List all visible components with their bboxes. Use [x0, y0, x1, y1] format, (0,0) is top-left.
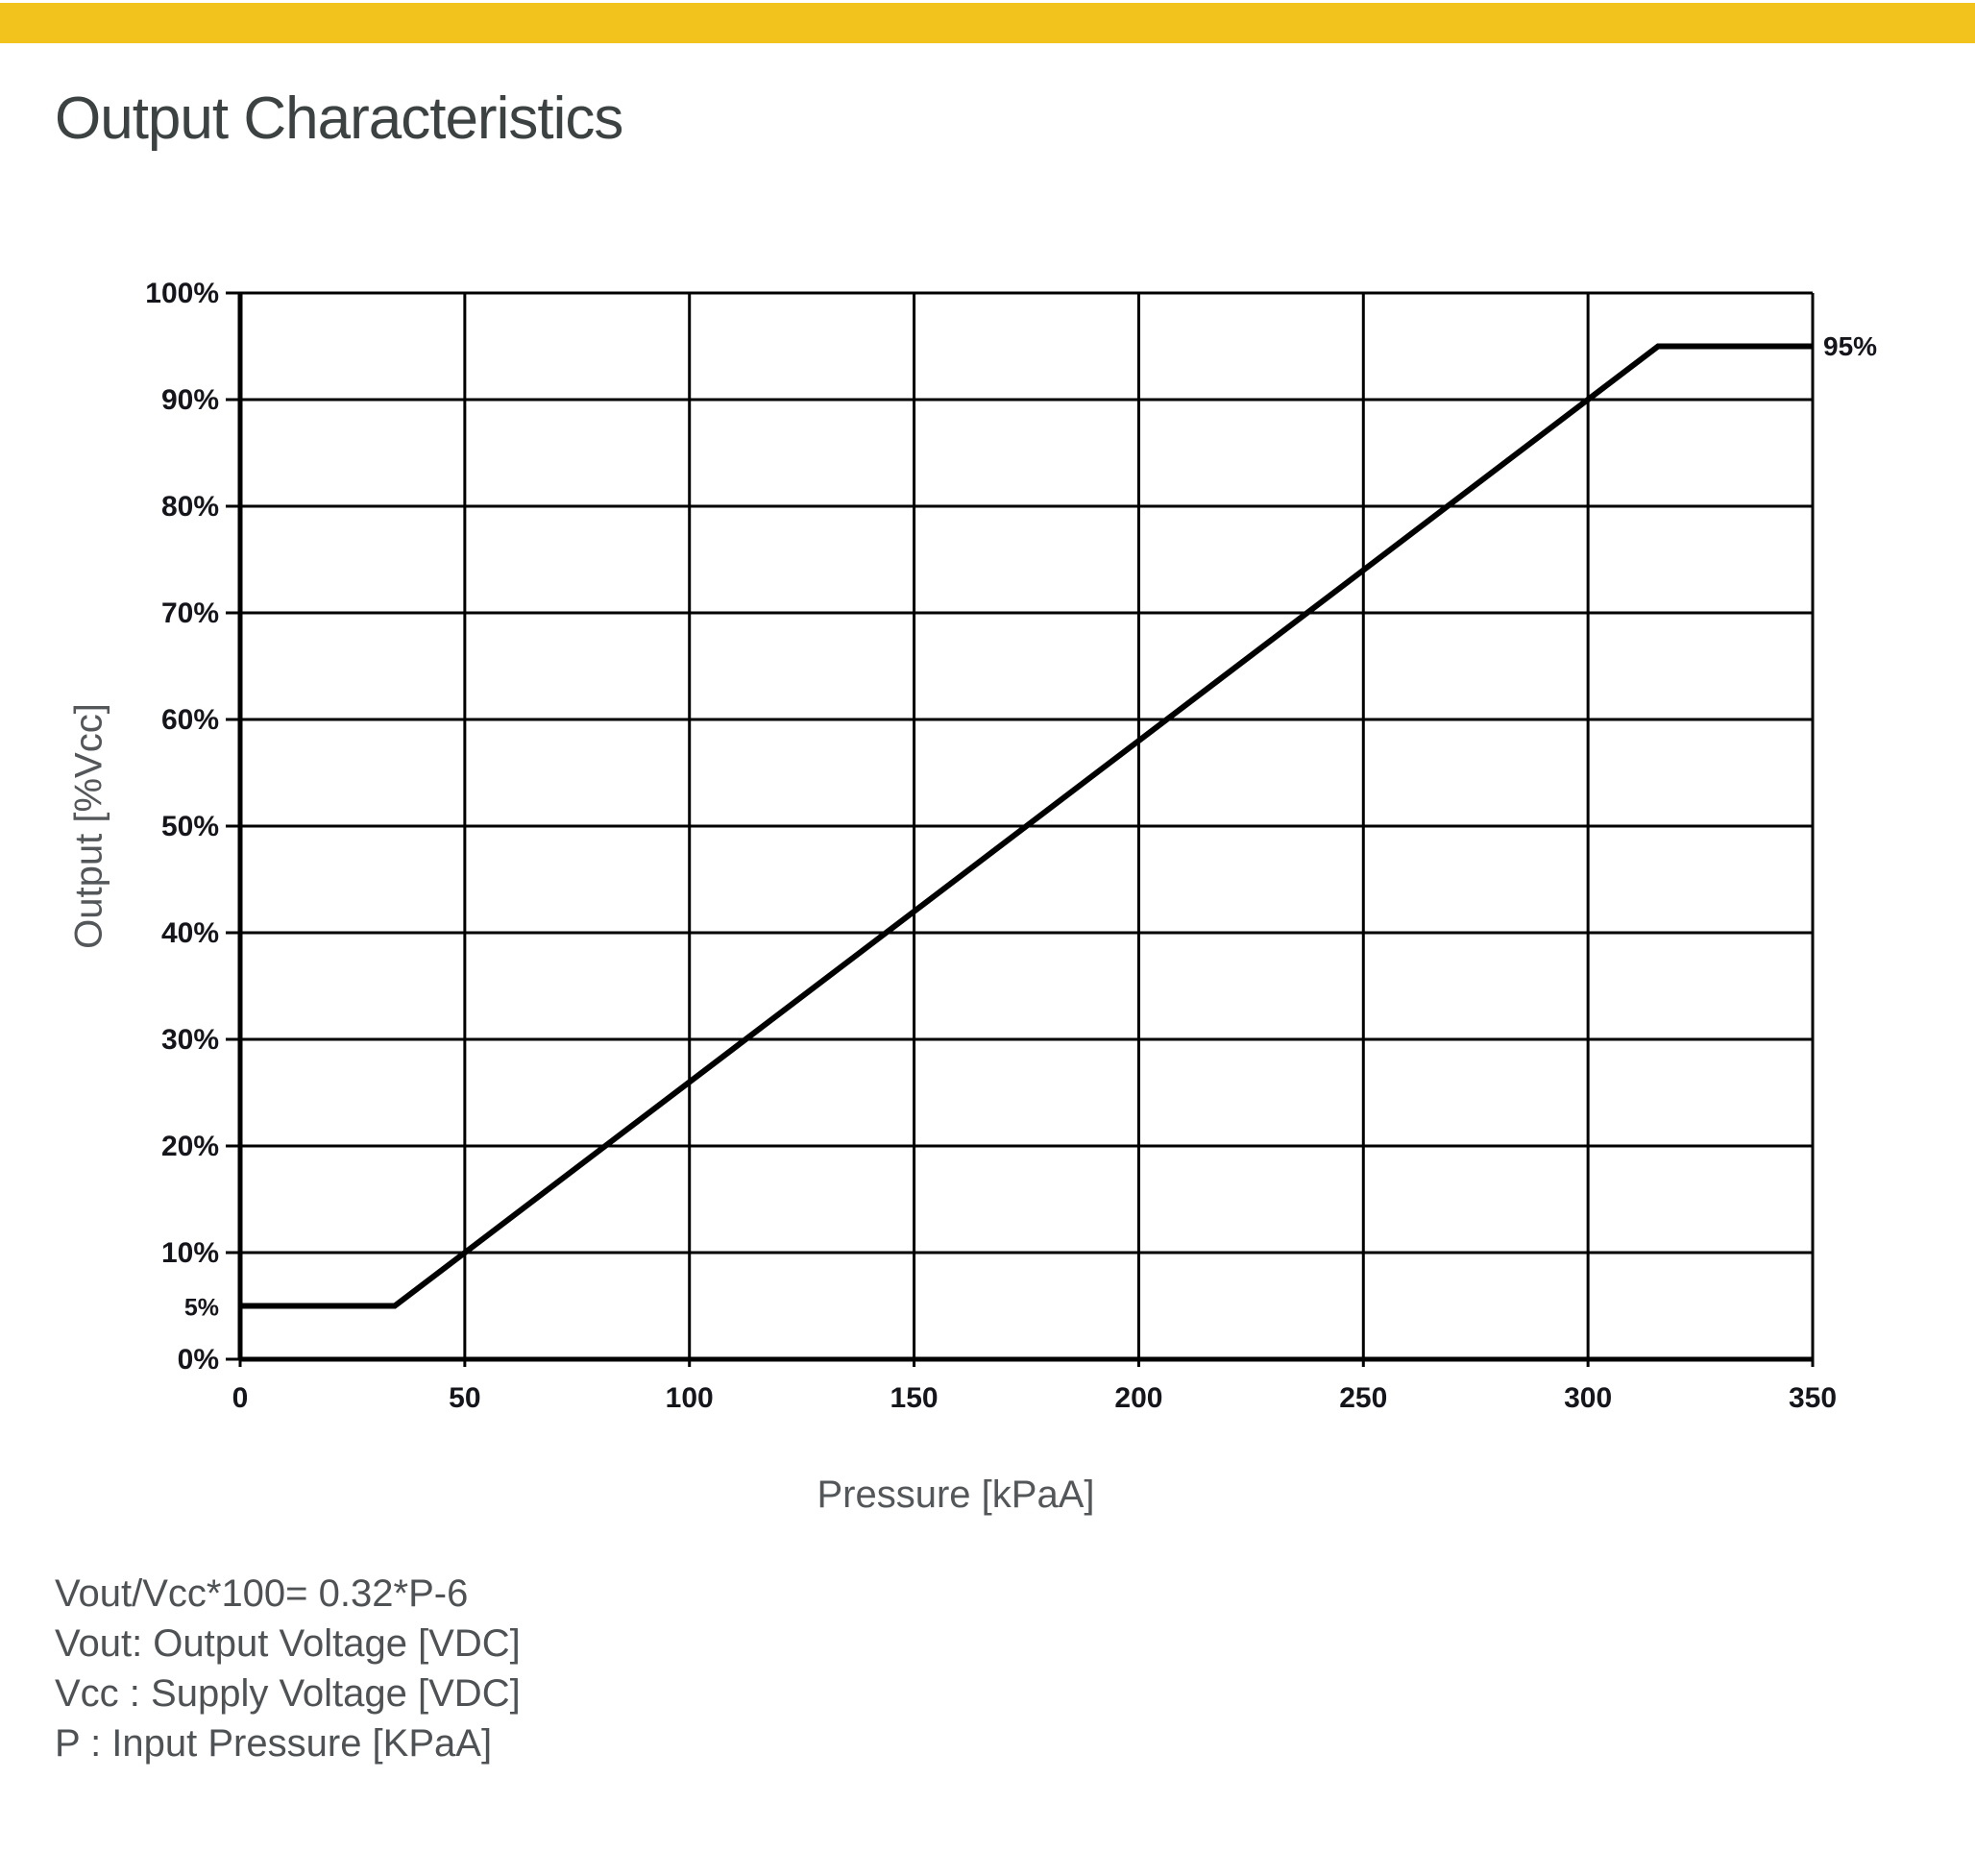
note-line-pressure: P : Input Pressure [KPaA] [55, 1722, 493, 1765]
note-line-equation: Vout/Vcc*100= 0.32*P-6 [55, 1572, 469, 1615]
y-tick-label: 90% [161, 384, 219, 416]
x-tick-label: 50 [449, 1382, 480, 1414]
y-tick-label: 40% [161, 917, 219, 949]
x-tick-label: 300 [1564, 1382, 1612, 1414]
y-tick-label: 50% [161, 811, 219, 842]
x-tick-label: 350 [1789, 1382, 1837, 1414]
x-tick-label: 200 [1114, 1382, 1162, 1414]
y-tick-label: 80% [161, 491, 219, 523]
equation-notes-block: Vout/Vcc*100= 0.32*P-6 Vout: Output Volt… [55, 1569, 521, 1768]
x-tick-label: 150 [890, 1382, 939, 1414]
y-tick-label: 10% [161, 1237, 219, 1269]
x-axis-title: Pressure [kPaA] [817, 1474, 1095, 1516]
x-tick-label: 250 [1339, 1382, 1387, 1414]
y-axis-title: Output [%Vcc] [67, 703, 110, 949]
x-tick-label: 100 [666, 1382, 714, 1414]
y-tick-label: 30% [161, 1024, 219, 1056]
note-line-vcc: Vcc : Supply Voltage [VDC] [55, 1672, 521, 1715]
data-line [240, 343, 1813, 1309]
y-tick-label: 100% [145, 278, 219, 309]
saturation-level-annotation: 95% [1823, 331, 1878, 361]
y-tick-label: 5% [184, 1295, 219, 1322]
x-tick-label: 0 [232, 1382, 249, 1414]
page-title: Output Characteristics [55, 85, 623, 152]
header-accent-bar [0, 3, 1975, 43]
y-tick-label: 0% [178, 1344, 219, 1376]
y-tick-label: 60% [161, 704, 219, 736]
note-line-vout: Vout: Output Voltage [VDC] [55, 1622, 521, 1665]
y-tick-label: 70% [161, 597, 219, 629]
y-tick-label: 20% [161, 1131, 219, 1162]
